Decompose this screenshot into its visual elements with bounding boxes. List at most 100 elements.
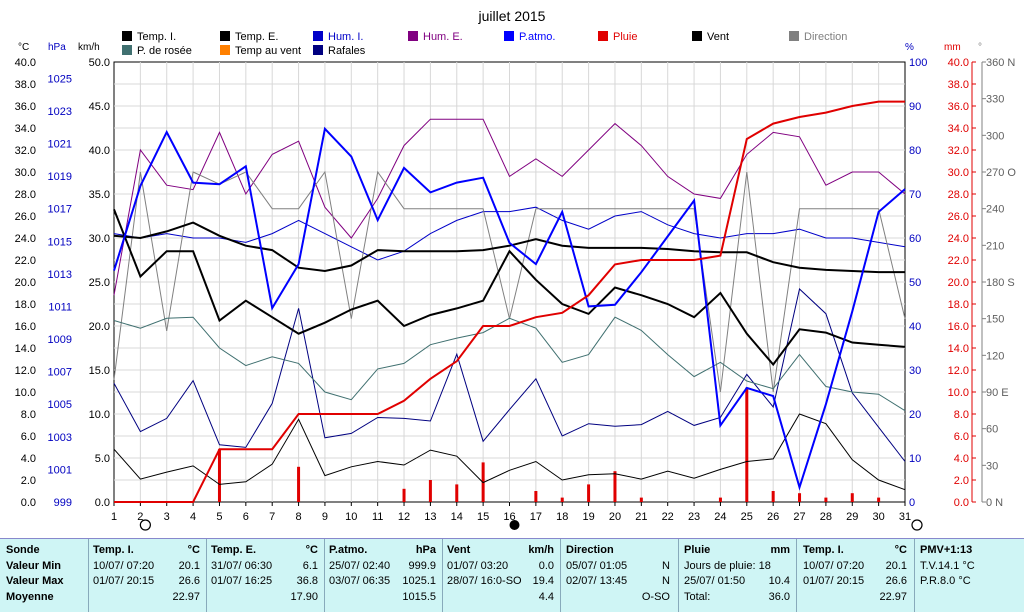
x-tick-label: 29	[846, 511, 858, 523]
temp-tick-label: 38.0	[15, 79, 36, 91]
series-line-vent	[113, 413, 906, 491]
stat-min: N	[662, 559, 670, 572]
rain-bar	[718, 497, 722, 502]
legend-label: Temp au vent	[235, 45, 301, 57]
dir-tick-label: 270 O	[986, 167, 1016, 179]
press-unit-label: hPa	[48, 42, 66, 53]
temp-tick-label: 32.0	[15, 145, 36, 157]
rain-bar	[217, 449, 221, 502]
rain-tick-label: 6.0	[954, 431, 969, 443]
hum-tick-label: 10	[909, 453, 921, 465]
temp-tick-label: 34.0	[15, 123, 36, 135]
legend-swatch	[789, 31, 799, 41]
temp-tick-label: 8.0	[21, 409, 36, 421]
rain-bar	[428, 480, 432, 502]
full-moon-icon	[911, 519, 923, 531]
hum-tick-label: 40	[909, 321, 921, 333]
dir-tick-label: 90 E	[986, 387, 1009, 399]
dir-tick-label: 330	[986, 94, 1004, 106]
rain-tick-label: 14.0	[948, 343, 969, 355]
wind-tick-label: 40.0	[89, 145, 110, 157]
legend-label: Pluie	[613, 31, 637, 43]
stat-min-date: 25/07/ 02:40	[329, 559, 391, 572]
temp-tick-label: 14.0	[15, 343, 36, 355]
stat-unit: km/h	[528, 544, 554, 556]
temp-tick-label: 22.0	[15, 255, 36, 267]
temp-tick-label: 18.0	[15, 299, 36, 311]
press-tick-label: 1019	[48, 171, 72, 183]
x-tick-label: 10	[345, 511, 357, 523]
rain-tick-label: 16.0	[948, 321, 969, 333]
temp-tick-label: 10.0	[15, 387, 36, 399]
rain-bar	[639, 497, 643, 502]
temp-unit-label: °C	[18, 42, 29, 53]
stats-temp-i: Temp. I. °C 10/07/ 07:20 20.1 01/07/ 20:15…	[93, 543, 200, 605]
rain-tick-label: 2.0	[954, 475, 969, 487]
temp-tick-label: 40.0	[15, 57, 36, 69]
stat-title: Temp. E.	[211, 544, 257, 556]
dir-tick-label: 60	[986, 424, 998, 436]
rain-tick-label: 0.0	[954, 497, 969, 509]
x-tick-label: 22	[662, 511, 674, 523]
stat-total: 36.0	[768, 590, 790, 603]
rain-tick-label: 24.0	[948, 233, 969, 245]
stat-mean: 22.97	[172, 590, 200, 603]
series-line-rafales	[113, 288, 906, 462]
legend-label: P. de rosée	[137, 45, 192, 57]
dir-tick-label: 150	[986, 314, 1004, 326]
stat-title: Vent	[447, 544, 471, 556]
stat-max: 10.4	[768, 575, 790, 587]
rain-tick-label: 38.0	[948, 79, 969, 91]
stat-max: 1025.1	[402, 575, 436, 587]
wind-tick-label: 50.0	[89, 57, 110, 69]
stat-unit: mm	[770, 544, 790, 556]
plot-axes: 1 2 3 4 5 6 7 8 9 10 11 12 13 14 15 16 17 18 19 20 21 22 23 24 2…	[15, 57, 1017, 523]
stat-max-date: 01/07/ 16:25	[211, 575, 273, 587]
wind-tick-label: 5.0	[95, 453, 110, 465]
stat-max-date: 01/07/ 20:15	[93, 575, 155, 587]
x-tick-label: 31	[899, 511, 911, 523]
series-line-hum-e	[113, 118, 906, 296]
temp-tick-label: 0.0	[21, 497, 36, 509]
x-tick-label: 12	[398, 511, 410, 523]
legend-swatch	[598, 31, 608, 41]
stats-separator	[678, 539, 679, 612]
legend-swatch	[313, 45, 323, 55]
x-tick-label: 20	[609, 511, 621, 523]
rain-bar	[877, 497, 881, 502]
stats-temp-e: Temp. E. °C 31/07/ 06:30 6.1 01/07/ 16:25 3…	[211, 543, 318, 605]
rain-bar	[534, 491, 538, 502]
x-tick-label: 8	[296, 511, 302, 523]
legend-label: Vent	[707, 31, 729, 43]
hum-unit-label: %	[905, 42, 914, 53]
wind-tick-label: 35.0	[89, 189, 110, 201]
stat-title: Temp. I.	[803, 544, 844, 556]
x-tick-label: 28	[820, 511, 832, 523]
rain-tick-label: 30.0	[948, 167, 969, 179]
stat-min: 999.9	[408, 559, 436, 572]
rain-bar	[798, 493, 802, 502]
stats-separator	[442, 539, 443, 612]
dir-tick-label: 210	[986, 240, 1004, 252]
dir-tick-label: 360 N	[986, 57, 1015, 69]
x-tick-label: 14	[451, 511, 463, 523]
stat-title: Direction	[566, 544, 614, 556]
x-tick-label: 5	[216, 511, 222, 523]
hum-tick-label: 80	[909, 145, 921, 157]
series-line-pluie	[114, 100, 905, 503]
hum-tick-label: 30	[909, 365, 921, 377]
stat-max: 26.6	[178, 575, 200, 587]
stats-label-moyenne: Moyenne	[6, 590, 54, 603]
rain-bar	[455, 484, 459, 502]
rain-unit-label: mm	[944, 42, 961, 53]
stat-min-date: 01/07/ 03:20	[447, 559, 509, 572]
dir-tick-label: 30	[986, 460, 998, 472]
rain-bar	[297, 466, 301, 502]
wind-tick-label: 0.0	[95, 497, 110, 509]
dir-tick-label: 120	[986, 350, 1004, 362]
wind-tick-label: 10.0	[89, 409, 110, 421]
press-tick-label: 1003	[48, 432, 72, 444]
x-tick-label: 19	[582, 511, 594, 523]
stat-max-date: 25/07/ 01:50	[684, 575, 746, 587]
temp-tick-label: 28.0	[15, 189, 36, 201]
